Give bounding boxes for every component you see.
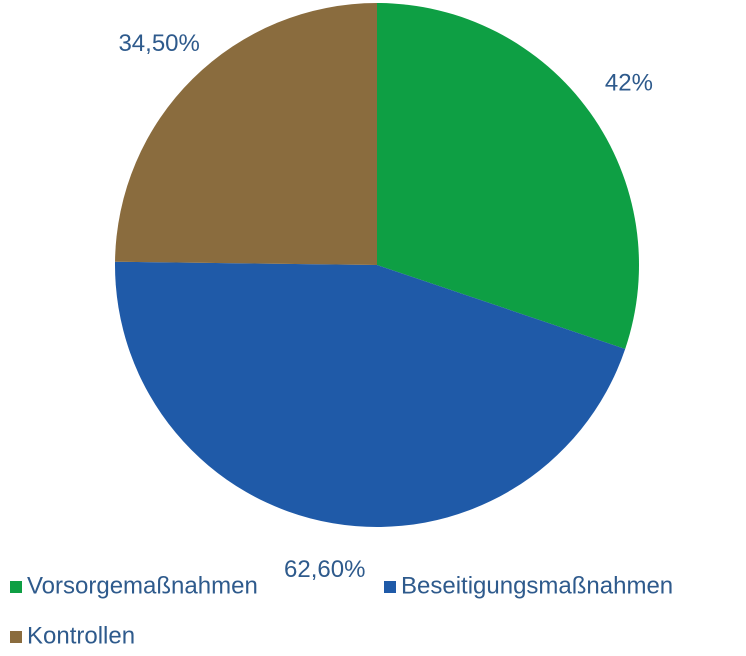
data-label: 62,60% (284, 556, 365, 583)
legend-label: Kontrollen (27, 622, 135, 649)
data-label: 34,50% (118, 30, 199, 57)
legend-swatch (384, 581, 396, 593)
pie-slice (114, 261, 626, 528)
legend-swatch (10, 631, 22, 643)
legend-swatch (10, 581, 22, 593)
legend-label: Beseitigungsmaßnahmen (401, 572, 673, 599)
pie-slice (115, 3, 378, 265)
pie-slice (377, 3, 639, 349)
data-label: 42% (605, 70, 653, 97)
legend-label: Vorsorgemaßnahmen (27, 572, 258, 599)
